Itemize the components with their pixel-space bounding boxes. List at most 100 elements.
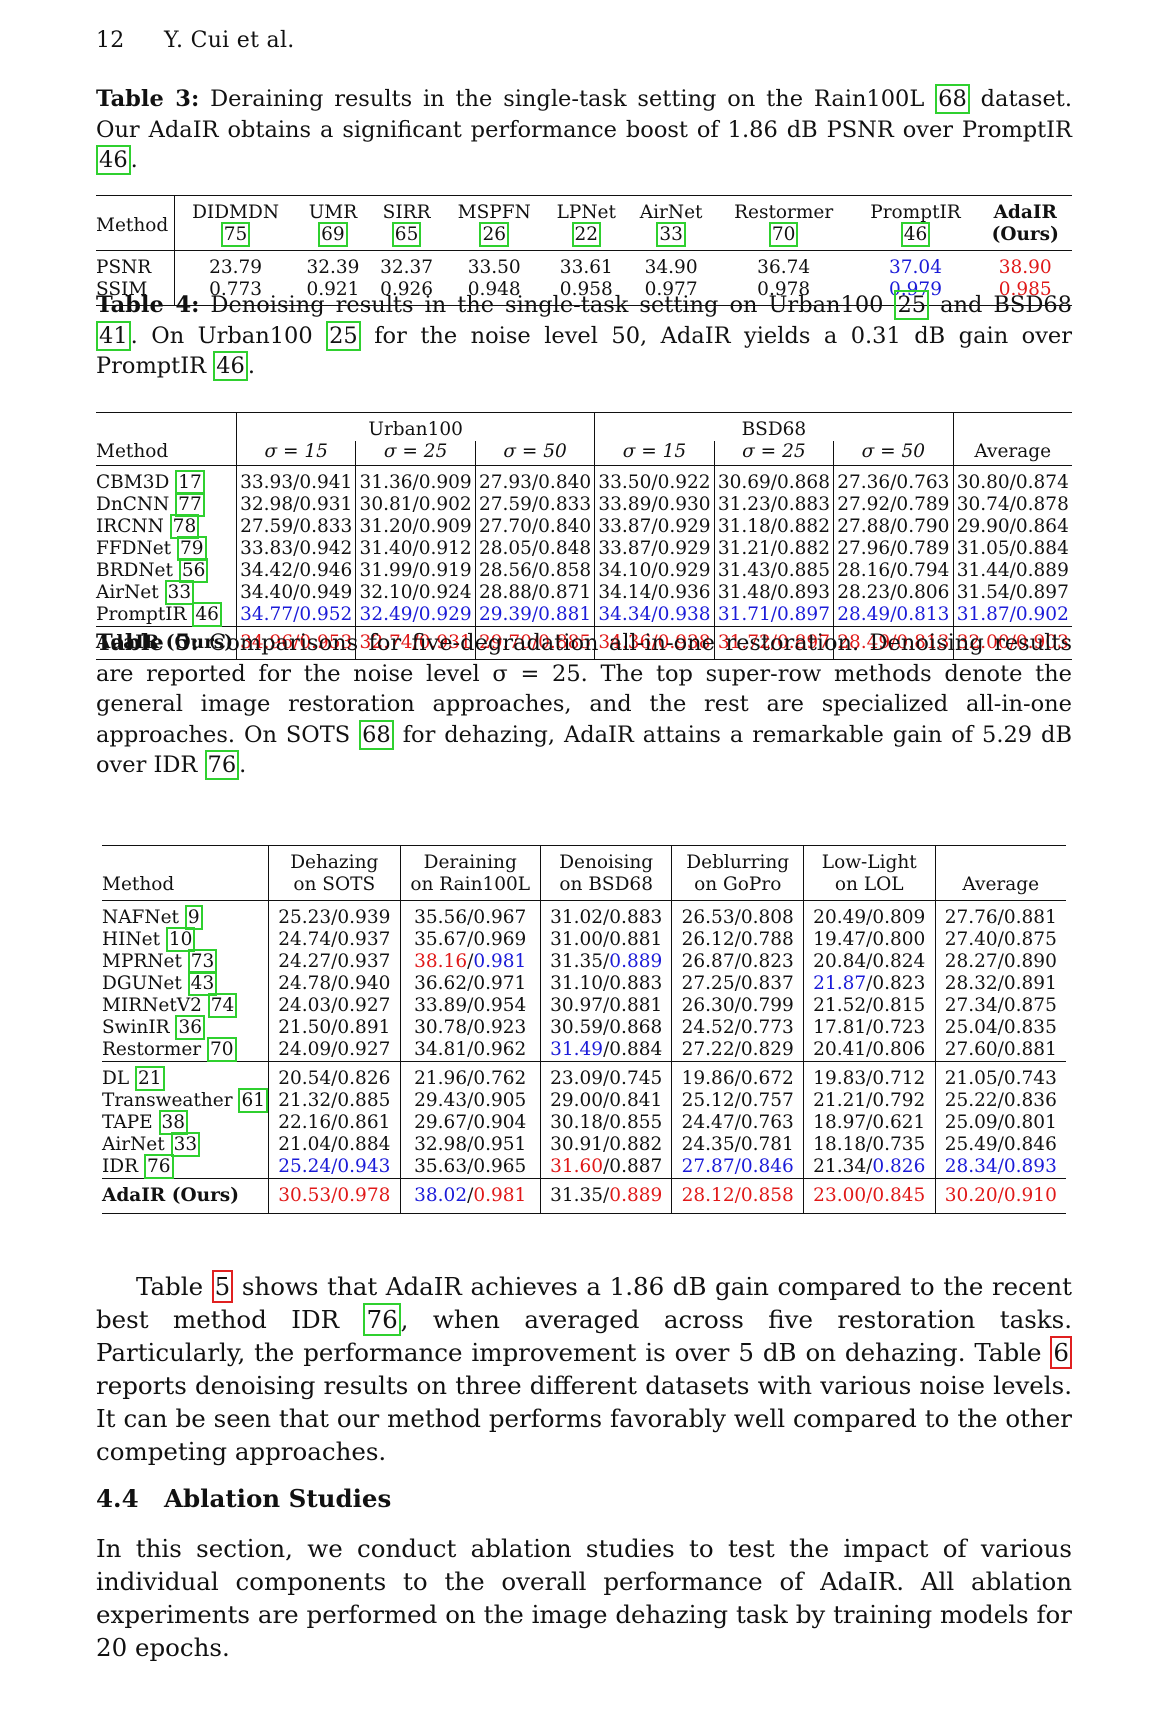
- table-cell-value: 25.12/0.757: [681, 1090, 794, 1111]
- citation-link[interactable]: 74: [207, 993, 238, 1018]
- method-name: MIRNetV2: [102, 995, 202, 1016]
- section-number: 4.4: [96, 1484, 139, 1513]
- table-cell-value: 27.76/0.881: [944, 907, 1057, 928]
- citation-link[interactable]: 46: [900, 222, 931, 247]
- sigma-header: σ = 15: [235, 441, 356, 466]
- citation-link[interactable]: 77: [175, 492, 205, 517]
- table-row: MIRNetV2 74 24.03/0.927 33.89/0.954 30.97/0…: [102, 993, 1066, 1018]
- table3-caption-text-2: dataset. Our AdaIR obtains a significant…: [96, 86, 1072, 143]
- table-cell-value: 28.56/0.858: [478, 560, 592, 581]
- citation-link[interactable]: 70: [207, 1037, 237, 1062]
- table3-caption: Table 3: Deraining results in the single…: [96, 84, 1072, 176]
- table-cell-value: 19.47/0.800: [813, 929, 926, 950]
- citation-link[interactable]: 25: [894, 290, 930, 320]
- table-cell-value: 28.27/0.890: [944, 951, 1057, 972]
- table-cell-value: 31.40/0.912: [359, 538, 472, 559]
- citation-link[interactable]: 76: [143, 1154, 174, 1179]
- column-header: Restormer: [734, 202, 834, 223]
- column-header: on Rain100L: [399, 874, 541, 901]
- table-cell-value: 34.34/0.938: [598, 604, 711, 625]
- table-cell-value: 34.14/0.936: [598, 582, 711, 603]
- section-title: Ablation Studies: [164, 1484, 392, 1513]
- citation-link[interactable]: 26: [479, 222, 509, 247]
- citation-link[interactable]: 70: [768, 222, 799, 247]
- table-cell-value: 27.34/0.875: [944, 995, 1057, 1016]
- table-cell-value: 30.91/0.882: [550, 1134, 663, 1155]
- table-cell-value: 27.59/0.833: [478, 494, 592, 515]
- table-cell-value: 23.00/0.845: [813, 1185, 926, 1206]
- table-cell-value: 34.40/0.949: [240, 582, 353, 603]
- table-cell-value: 23.79: [209, 257, 263, 278]
- citation-link[interactable]: 69: [318, 222, 348, 247]
- body-paragraph-2: In this section, we conduct ablation stu…: [96, 1534, 1072, 1662]
- citation-link[interactable]: 78: [169, 514, 200, 539]
- citation-link[interactable]: 25: [326, 320, 361, 351]
- citation-link[interactable]: 46: [192, 602, 222, 627]
- method-name: Transweather: [102, 1090, 233, 1111]
- sigma-header: σ = 50: [474, 441, 595, 466]
- table-cell-value: 27.92/0.789: [837, 494, 950, 515]
- column-header: UMR: [308, 202, 358, 223]
- method-name: IDR: [102, 1156, 139, 1177]
- citation-link[interactable]: 46: [213, 351, 248, 381]
- method-name: FFDNet: [96, 538, 172, 559]
- table-cell-value: 21.04/0.884: [278, 1134, 391, 1155]
- citation-link[interactable]: 75: [220, 222, 251, 247]
- citation-link[interactable]: 22: [571, 222, 602, 247]
- average-header: Average: [934, 845, 1066, 901]
- table-cell-value: 29.39/0.881: [478, 604, 592, 625]
- column-header: DIDMDN: [192, 202, 280, 223]
- citation-link[interactable]: 21: [135, 1066, 165, 1091]
- citation-link[interactable]: 46: [96, 145, 131, 175]
- citation-link[interactable]: 68: [359, 719, 394, 750]
- table-cell-value: 28.49/0.813: [837, 632, 950, 653]
- citation-link[interactable]: 17: [175, 470, 205, 495]
- table4: Method Urban100 BSD68 Average σ = 15 σ = 25 σ …: [96, 412, 1072, 660]
- table-cell-value: 31.60/0.887: [550, 1156, 663, 1177]
- table-row: CBM3D 17 33.93/0.941 31.36/0.909 27.93/0.84…: [96, 465, 1072, 495]
- citation-link[interactable]: 33: [170, 1132, 201, 1157]
- table-cell-value: 31.43/0.885: [717, 560, 830, 581]
- citation-link[interactable]: 33: [164, 580, 195, 605]
- table-cell-value: 18.18/0.735: [813, 1134, 926, 1155]
- citation-link[interactable]: 76: [204, 750, 240, 780]
- citation-link[interactable]: 10: [165, 927, 196, 952]
- table-cell-value: 38.16/0.981: [414, 951, 527, 972]
- table-ref-link[interactable]: 5: [211, 1270, 234, 1303]
- table-cell-value: 17.81/0.723: [813, 1017, 926, 1038]
- table-cell-value: 31.54/0.897: [956, 582, 1069, 603]
- table-cell-value: 30.53/0.978: [278, 1185, 391, 1206]
- table5-caption-text: Comparisons for five-degradation all-in-…: [96, 630, 1072, 780]
- citation-link[interactable]: 9: [184, 905, 203, 930]
- citation-link[interactable]: 76: [363, 1303, 401, 1336]
- table-cell-value: 28.12/0.858: [681, 1185, 794, 1206]
- average-header: Average: [952, 412, 1072, 466]
- citation-link[interactable]: 79: [176, 536, 207, 561]
- table-cell-value: 21.87/0.823: [813, 973, 926, 994]
- citation-link[interactable]: 43: [187, 971, 218, 996]
- citation-link[interactable]: 65: [391, 222, 422, 247]
- table-cell-value: 27.70/0.840: [478, 516, 592, 537]
- table-cell-value: 33.87/0.929: [598, 516, 711, 537]
- table-cell-value: 31.71/0.897: [717, 604, 830, 625]
- table-cell-value: 33.87/0.929: [598, 538, 711, 559]
- citation-link[interactable]: 56: [178, 558, 209, 583]
- table-row: DnCNN 77 32.98/0.931 30.81/0.902 27.59/0.83…: [96, 492, 1072, 517]
- table-cell-value: 24.78/0.940: [278, 973, 391, 994]
- citation-link[interactable]: 68: [935, 84, 970, 114]
- table-cell-value: 28.49/0.813: [837, 604, 950, 625]
- table-cell-value: 27.87/0.846: [681, 1156, 794, 1177]
- table-cell-value: 23.09/0.745: [550, 1068, 663, 1089]
- table-cell-value: 20.54/0.826: [278, 1068, 391, 1089]
- citation-link[interactable]: 61: [238, 1088, 269, 1113]
- citation-link[interactable]: 73: [187, 949, 218, 974]
- citation-link[interactable]: 41: [96, 320, 131, 351]
- table-cell-value: 31.48/0.893: [717, 582, 830, 603]
- table-ref-link[interactable]: 6: [1050, 1336, 1072, 1369]
- table-cell-value: 25.09/0.801: [944, 1112, 1057, 1133]
- table-cell-value: 22.16/0.861: [278, 1112, 391, 1133]
- table-cell-value: 32.10/0.924: [359, 582, 472, 603]
- citation-link[interactable]: 38: [158, 1110, 189, 1135]
- citation-link[interactable]: 33: [656, 222, 686, 247]
- citation-link[interactable]: 36: [175, 1015, 206, 1040]
